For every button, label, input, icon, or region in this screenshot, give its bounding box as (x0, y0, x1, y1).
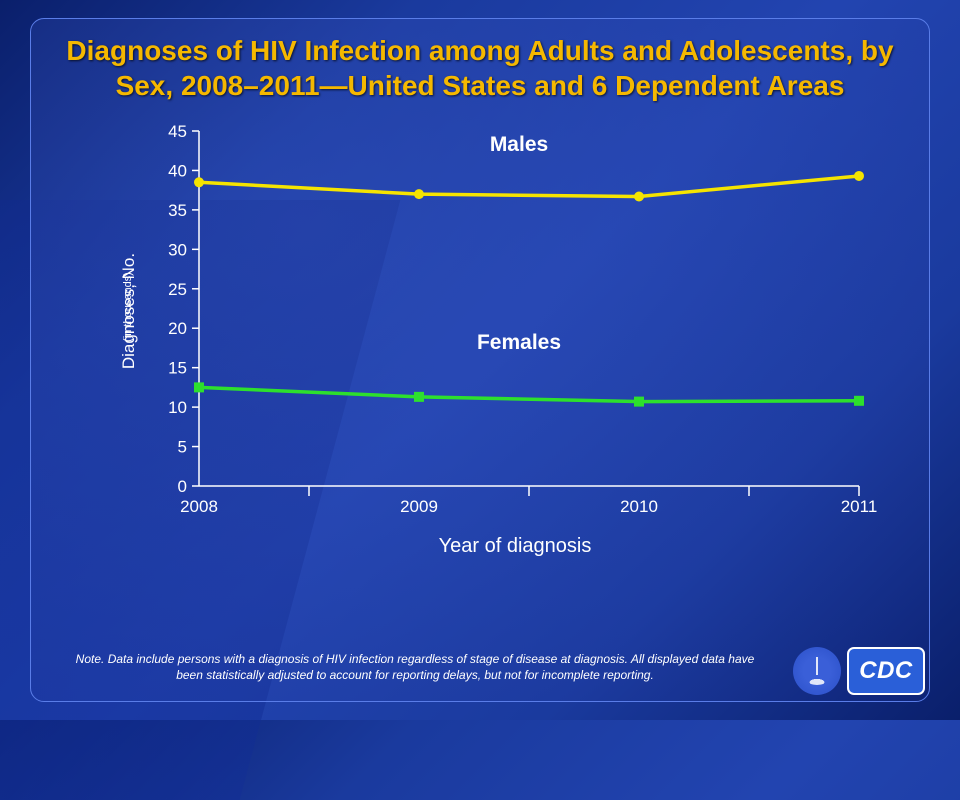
svg-text:15: 15 (168, 359, 187, 378)
hhs-logo-icon (793, 647, 841, 695)
svg-text:25: 25 (168, 280, 187, 299)
chart-area: 0510152025303540452008200920102011 Diagn… (89, 111, 879, 531)
series-label-females: Females (477, 331, 561, 355)
x-axis-title: Year of diagnosis (129, 535, 901, 558)
svg-text:10: 10 (168, 398, 187, 417)
svg-text:2008: 2008 (180, 497, 218, 516)
svg-text:35: 35 (168, 201, 187, 220)
svg-text:2010: 2010 (620, 497, 658, 516)
slide-frame: Diagnoses of HIV Infection among Adults … (30, 18, 930, 702)
svg-text:2009: 2009 (400, 497, 438, 516)
y-axis-subtitle: (in thousands) (122, 272, 134, 342)
cdc-logo-icon: CDC (847, 647, 925, 695)
svg-text:40: 40 (168, 161, 187, 180)
svg-text:2011: 2011 (841, 497, 878, 516)
svg-text:30: 30 (168, 240, 187, 259)
footnote-label: Note. (76, 652, 105, 666)
logo-area: CDC (793, 647, 925, 695)
svg-text:45: 45 (168, 122, 187, 141)
series-label-males: Males (490, 133, 548, 157)
footnote: Note. Data include persons with a diagno… (71, 651, 759, 683)
svg-text:20: 20 (168, 319, 187, 338)
line-chart: 0 5 10 15 20 25 30 35 40 45 2008 2009 2010 2011 (89, 111, 879, 531)
svg-text:5: 5 (178, 438, 187, 457)
slide-title: Diagnoses of HIV Infection among Adults … (59, 33, 901, 103)
footnote-text: Data include persons with a diagnosis of… (104, 652, 754, 682)
svg-text:0: 0 (178, 477, 187, 496)
